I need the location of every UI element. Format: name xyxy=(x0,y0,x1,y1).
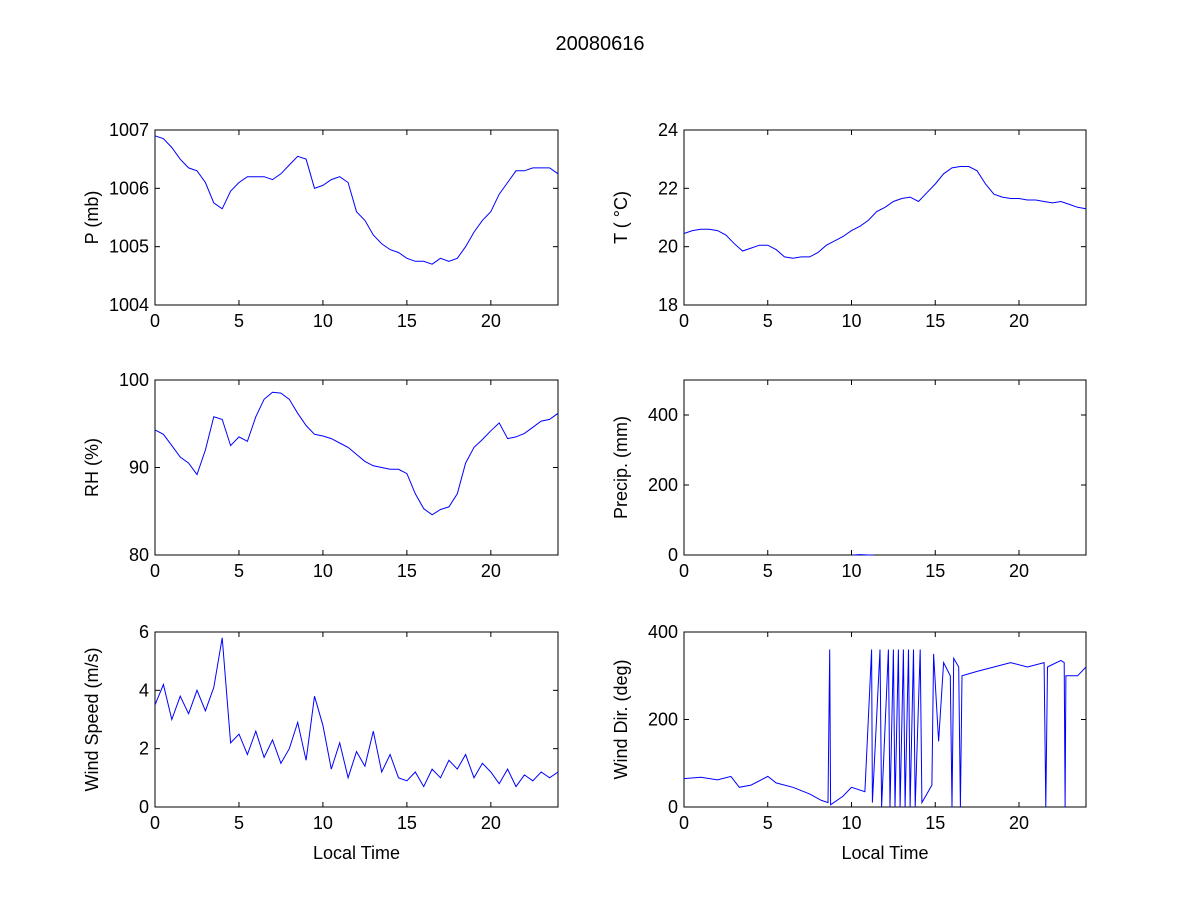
y-tick-label: 1004 xyxy=(109,295,149,315)
y-tick-label: 200 xyxy=(648,475,678,495)
y-tick-label: 90 xyxy=(129,458,149,478)
x-tick-label: 0 xyxy=(679,561,689,581)
y-tick-label: 24 xyxy=(658,120,678,140)
y-axis-label: Wind Dir. (deg) xyxy=(611,659,631,779)
x-tick-label: 0 xyxy=(679,311,689,331)
subplot-wind-speed: 0 5 10 15 20 0 2 4 6 Wind Speed (m/s) Local Time xyxy=(82,622,559,863)
y-axis-label: P (mb) xyxy=(82,191,102,245)
x-tick-label: 5 xyxy=(763,561,773,581)
axes-box xyxy=(154,129,559,306)
x-tick-label: 20 xyxy=(1009,311,1029,331)
y-tick-label: 2 xyxy=(139,739,149,759)
y-tick-label: 20 xyxy=(658,237,678,257)
axes-box xyxy=(154,379,559,556)
y-tick-label: 18 xyxy=(658,295,678,315)
x-tick-label: 0 xyxy=(150,561,160,581)
series-line-temperature xyxy=(683,166,1087,259)
x-tick-label: 0 xyxy=(679,813,689,833)
x-axis-label: Local Time xyxy=(313,843,400,863)
x-tick-label: 5 xyxy=(234,561,244,581)
x-tick-label: 15 xyxy=(925,813,945,833)
x-tick-label: 20 xyxy=(1009,813,1029,833)
y-tick-label: 1006 xyxy=(109,178,149,198)
x-tick-label: 15 xyxy=(925,311,945,331)
x-tick-label: 5 xyxy=(763,311,773,331)
y-tick-label: 0 xyxy=(668,545,678,565)
x-tick-label: 15 xyxy=(925,561,945,581)
y-tick-label: 400 xyxy=(648,405,678,425)
x-tick-label: 5 xyxy=(234,311,244,331)
subplot-temperature: 0 5 10 15 20 18 20 22 24 T ( °C) xyxy=(611,120,1087,331)
series-line-pressure xyxy=(154,135,559,265)
figure-title: 20080616 xyxy=(555,33,645,55)
series-line-humidity xyxy=(154,391,559,516)
y-tick-label: 100 xyxy=(119,370,149,390)
x-tick-label: 10 xyxy=(841,561,861,581)
x-tick-label: 20 xyxy=(481,311,501,331)
axes-box xyxy=(154,631,559,808)
series-line-wind-speed xyxy=(154,637,559,788)
x-tick-label: 0 xyxy=(150,311,160,331)
axes-box xyxy=(683,379,1087,556)
x-tick-label: 5 xyxy=(234,813,244,833)
y-axis-label: RH (%) xyxy=(82,438,102,497)
x-tick-label: 10 xyxy=(313,813,333,833)
y-tick-label: 200 xyxy=(648,710,678,730)
y-tick-label: 22 xyxy=(658,178,678,198)
y-tick-label: 0 xyxy=(139,797,149,817)
y-tick-label: 6 xyxy=(139,622,149,642)
x-tick-label: 20 xyxy=(1009,561,1029,581)
x-tick-label: 10 xyxy=(313,561,333,581)
subplot-humidity: 0 5 10 15 20 80 90 100 RH (%) xyxy=(82,370,559,581)
x-tick-label: 20 xyxy=(481,813,501,833)
y-axis-label: T ( °C) xyxy=(611,191,631,244)
y-tick-label: 1005 xyxy=(109,237,149,257)
x-tick-label: 20 xyxy=(481,561,501,581)
subplot-pressure: 0 5 10 15 20 1004 1005 1006 1007 P (mb) xyxy=(82,120,559,331)
x-tick-label: 15 xyxy=(397,813,417,833)
x-axis-label: Local Time xyxy=(841,843,928,863)
x-tick-label: 5 xyxy=(763,813,773,833)
x-tick-label: 0 xyxy=(150,813,160,833)
x-tick-label: 10 xyxy=(841,311,861,331)
y-tick-label: 4 xyxy=(139,680,149,700)
x-tick-label: 10 xyxy=(313,311,333,331)
y-tick-label: 80 xyxy=(129,545,149,565)
y-tick-label: 0 xyxy=(668,797,678,817)
x-tick-label: 15 xyxy=(397,311,417,331)
y-tick-label: 1007 xyxy=(109,120,149,140)
y-axis-label: Wind Speed (m/s) xyxy=(82,647,102,791)
y-tick-label: 400 xyxy=(648,622,678,642)
series-line-wind-direction xyxy=(683,649,1087,808)
x-tick-label: 10 xyxy=(841,813,861,833)
y-axis-label: Precip. (mm) xyxy=(611,416,631,519)
axes-box xyxy=(683,129,1087,306)
x-tick-label: 15 xyxy=(397,561,417,581)
